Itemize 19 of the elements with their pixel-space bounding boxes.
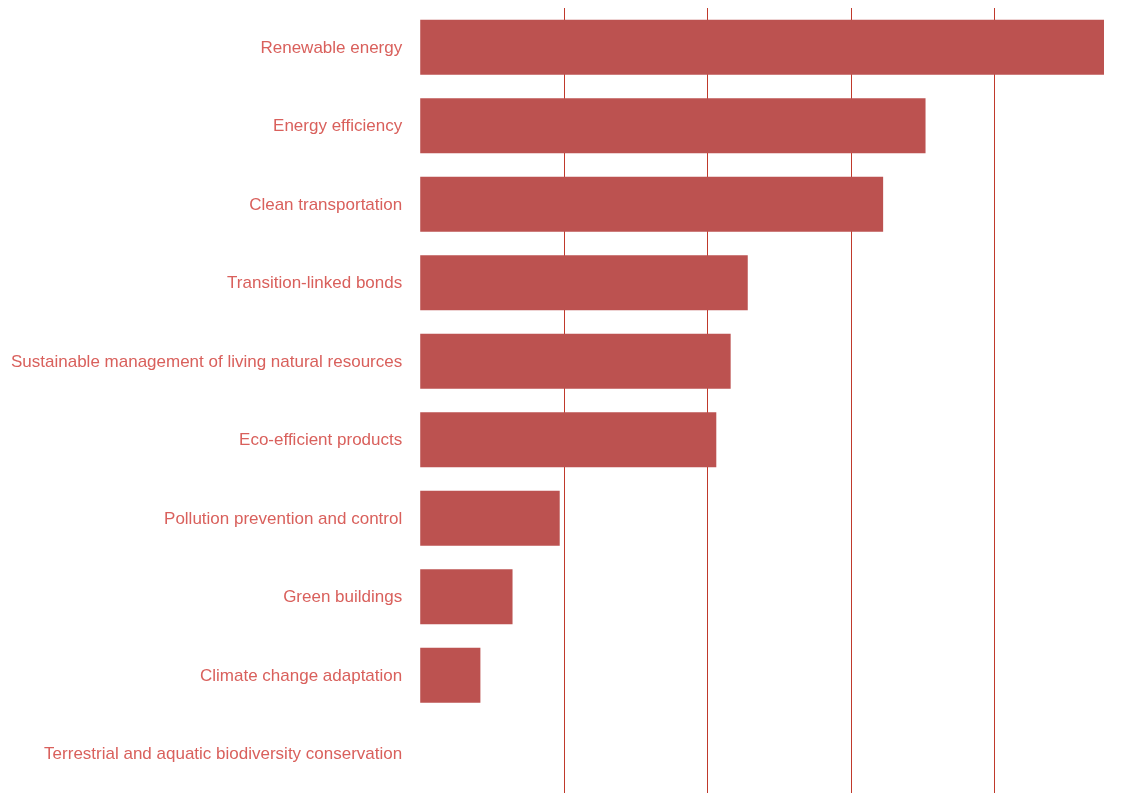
bar [420, 569, 513, 625]
y-tick-label: Climate change adaptation [199, 665, 403, 685]
y-tick-label: Energy efficiency [273, 116, 403, 136]
bar [420, 176, 884, 232]
y-tick-label: Transition-linked bonds [227, 273, 403, 293]
y-tick-label: Sustainable management of living natural resources [10, 351, 403, 371]
bar [420, 647, 481, 703]
y-tick-label: Pollution prevention and control [164, 508, 403, 528]
bar [420, 490, 560, 546]
y-tick-label: Eco-efficient products [239, 430, 403, 450]
bar [420, 98, 926, 154]
bar [420, 19, 1104, 75]
y-tick-label: Renewable energy [260, 37, 403, 57]
y-tick-label: Clean transportation [249, 194, 403, 214]
y-tick-label: Green buildings [283, 587, 403, 607]
bar [420, 333, 731, 389]
bar [420, 412, 717, 468]
y-tick-label: Terrestrial and aquatic biodiversity conservation [44, 744, 403, 764]
bar [420, 255, 748, 311]
